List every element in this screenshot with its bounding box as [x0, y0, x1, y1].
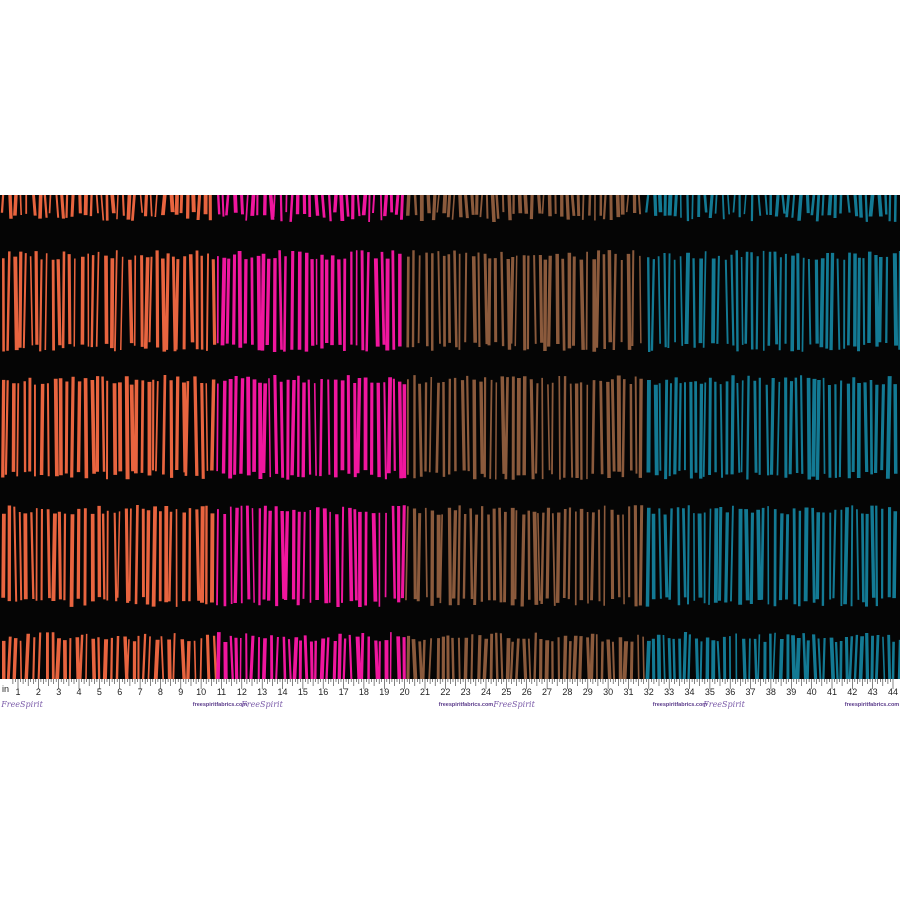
ruler-unit: in [2, 684, 9, 694]
stripe-group [217, 195, 404, 222]
ruler-number: 36 [725, 687, 735, 697]
stripe-group [405, 505, 644, 607]
stripe-group [216, 505, 406, 607]
stripe-group [2, 632, 218, 679]
ruler-number: 34 [685, 687, 695, 697]
stripe-group [1, 375, 216, 480]
ruler-number: 29 [583, 687, 593, 697]
ruler-number: 6 [117, 687, 122, 697]
ruler-number: 23 [461, 687, 471, 697]
ruler-number: 3 [56, 687, 61, 697]
stripe-group [0, 195, 212, 221]
stripe-group [1, 505, 215, 607]
stripe-group [216, 250, 402, 352]
selvage-url: freespiritfabrics.com [845, 702, 900, 708]
ruler-number: 22 [440, 687, 450, 697]
selvage-url: freespiritfabrics.com [439, 702, 494, 708]
ruler-ticks [12, 679, 894, 689]
ruler-number: 12 [237, 687, 247, 697]
ruler-number: 13 [257, 687, 267, 697]
selvage-logo: FreeSpirit [240, 700, 283, 709]
stripe-group [406, 250, 642, 352]
selvage-logo: FreeSpirit [0, 700, 43, 709]
ruler-number: 15 [298, 687, 308, 697]
ruler-number: 24 [481, 687, 491, 697]
ruler-number: 9 [178, 687, 183, 697]
ruler-number: 26 [522, 687, 532, 697]
ruler-number: 37 [746, 687, 756, 697]
ruler-number: 27 [542, 687, 552, 697]
ruler-number: 43 [868, 687, 878, 697]
ruler-number: 11 [217, 687, 226, 697]
stripe-group [647, 250, 900, 352]
ruler-number: 16 [318, 687, 328, 697]
ruler-number: 10 [196, 687, 206, 697]
ruler-number: 19 [379, 687, 389, 697]
ruler-number: 41 [827, 687, 837, 697]
stripe-group [216, 632, 406, 679]
selvage-logo: FreeSpirit [492, 700, 535, 709]
ruler-number: 33 [664, 687, 674, 697]
ruler-number: 20 [400, 687, 410, 697]
ruler-number: 30 [603, 687, 613, 697]
stripe-group [406, 195, 642, 222]
ruler-number: 5 [97, 687, 102, 697]
ruler-number: 2 [36, 687, 41, 697]
stripe-group [216, 375, 407, 480]
ruler-number: 18 [359, 687, 369, 697]
ruler-number: 28 [562, 687, 572, 697]
stripe-group [645, 505, 898, 607]
stripe-group [645, 195, 897, 222]
ruler-number: 39 [786, 687, 796, 697]
selvage-url: freespiritfabrics.com [653, 702, 708, 708]
stripe-group [646, 375, 898, 480]
ruler-number: 40 [807, 687, 817, 697]
stripe-group [406, 632, 645, 679]
selvage-url: freespiritfabrics.com [193, 702, 248, 708]
selvage-logo: FreeSpirit [702, 700, 745, 709]
ruler-number: 25 [501, 687, 511, 697]
ruler-number: 38 [766, 687, 776, 697]
stripe-group [2, 250, 217, 352]
ruler-number: 44 [888, 687, 898, 697]
ruler-number: 17 [339, 687, 349, 697]
ruler-number: 21 [420, 687, 430, 697]
ruler-number: 42 [847, 687, 857, 697]
stripe-group [645, 632, 900, 679]
ruler-number: 7 [138, 687, 143, 697]
ruler-number: 8 [158, 687, 163, 697]
ruler-number: 14 [278, 687, 288, 697]
ruler-number: 31 [623, 687, 633, 697]
stripe-group [407, 375, 643, 480]
ruler-number: 32 [644, 687, 654, 697]
ruler-number: 35 [705, 687, 715, 697]
ruler-number: 4 [77, 687, 82, 697]
ruler-number: 1 [15, 687, 20, 697]
